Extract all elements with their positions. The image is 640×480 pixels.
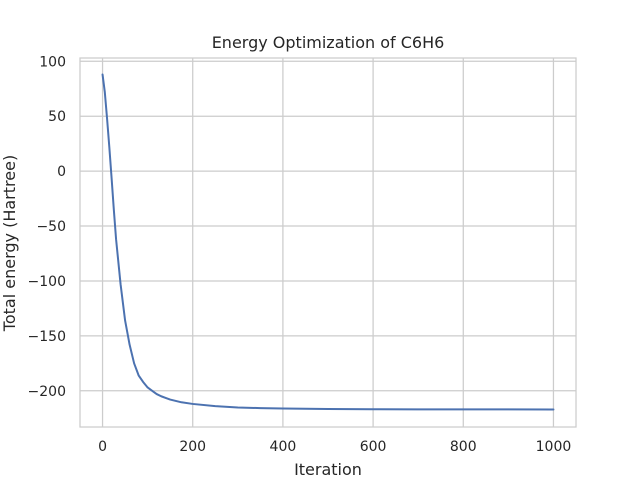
chart-title: Energy Optimization of C6H6	[212, 33, 445, 52]
y-tick-label: −50	[36, 219, 66, 235]
series-layer	[101, 73, 555, 411]
x-tick-labels: 0 200 400 600 800 1000	[98, 439, 571, 455]
energy-curve	[101, 73, 555, 411]
x-tick-label: 200	[179, 439, 206, 455]
y-tick-label: −200	[28, 384, 66, 400]
y-tick-labels: 100 50 0 −50 −100 −150 −200	[28, 54, 66, 399]
plot-area-border	[79, 57, 577, 428]
x-grid-lines	[101, 58, 555, 427]
x-tick-label: 600	[360, 439, 387, 455]
y-axis-label: Total energy (Hartree)	[0, 155, 19, 332]
y-tick-label: 0	[57, 164, 66, 180]
y-grid-lines	[80, 60, 576, 392]
y-tick-label: −100	[28, 274, 66, 290]
y-tick-label: 50	[48, 109, 66, 125]
x-tick-label: 0	[98, 439, 107, 455]
y-tick-label: 100	[39, 54, 66, 70]
y-tick-label: −150	[28, 329, 66, 345]
x-tick-label: 400	[270, 439, 297, 455]
x-tick-label: 1000	[536, 439, 572, 455]
x-tick-label: 800	[450, 439, 477, 455]
x-axis-label: Iteration	[294, 460, 362, 479]
